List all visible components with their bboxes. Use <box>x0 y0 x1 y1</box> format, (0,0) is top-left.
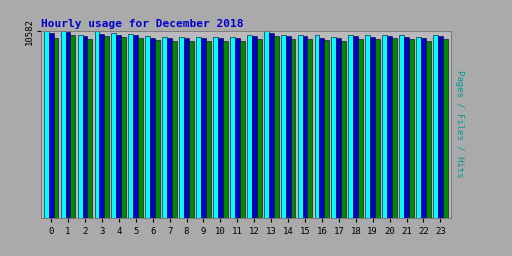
Bar <box>223 41 228 218</box>
Bar <box>230 37 235 218</box>
Bar <box>273 36 279 218</box>
Bar <box>353 36 358 218</box>
Bar <box>252 36 257 218</box>
Bar <box>71 35 75 218</box>
Bar <box>196 37 201 218</box>
Bar <box>116 35 121 218</box>
Bar <box>281 35 286 218</box>
Bar <box>426 41 431 218</box>
Bar <box>145 36 150 218</box>
Bar <box>264 31 269 218</box>
Bar <box>370 37 375 218</box>
Bar <box>49 33 54 218</box>
Bar <box>138 38 143 218</box>
Bar <box>201 38 206 218</box>
Bar <box>218 38 223 218</box>
Bar <box>443 39 448 218</box>
Bar <box>342 41 346 218</box>
Text: Pages / Files / Hits: Pages / Files / Hits <box>455 70 464 178</box>
Bar <box>269 33 273 218</box>
Bar <box>172 41 177 218</box>
Bar <box>387 36 392 218</box>
Bar <box>307 39 312 218</box>
Bar <box>206 41 211 218</box>
Bar <box>366 35 370 218</box>
Bar <box>348 35 353 218</box>
Bar <box>297 35 303 218</box>
Bar <box>129 34 133 218</box>
Bar <box>438 36 443 218</box>
Text: Hourly usage for December 2018: Hourly usage for December 2018 <box>41 18 244 29</box>
Bar <box>179 37 184 218</box>
Bar <box>421 38 426 218</box>
Bar <box>88 39 92 218</box>
Bar <box>247 35 252 218</box>
Bar <box>44 31 49 218</box>
Bar <box>290 39 295 218</box>
Bar <box>404 37 409 218</box>
Bar <box>150 38 155 218</box>
Bar <box>95 31 99 218</box>
Bar <box>433 35 438 218</box>
Bar <box>61 31 66 218</box>
Bar <box>99 34 104 218</box>
Bar <box>319 38 325 218</box>
Bar <box>331 37 336 218</box>
Bar <box>155 40 160 218</box>
Bar <box>325 40 329 218</box>
Bar <box>314 35 319 218</box>
Bar <box>382 35 387 218</box>
Bar <box>78 35 82 218</box>
Bar <box>358 39 363 218</box>
Bar <box>416 37 421 218</box>
Bar <box>336 38 342 218</box>
Bar <box>167 38 172 218</box>
Bar <box>112 33 116 218</box>
Bar <box>104 36 109 218</box>
Bar <box>133 35 138 218</box>
Bar <box>121 37 126 218</box>
Bar <box>213 37 218 218</box>
Bar <box>399 35 404 218</box>
Bar <box>240 41 245 218</box>
Bar <box>54 38 58 218</box>
Bar <box>189 41 194 218</box>
Bar <box>286 36 290 218</box>
Bar <box>409 39 414 218</box>
Bar <box>392 38 397 218</box>
Bar <box>82 36 88 218</box>
Bar <box>184 38 189 218</box>
Bar <box>303 36 307 218</box>
Bar <box>162 37 167 218</box>
Bar <box>257 39 262 218</box>
Bar <box>235 38 240 218</box>
Bar <box>66 32 71 218</box>
Bar <box>375 39 380 218</box>
